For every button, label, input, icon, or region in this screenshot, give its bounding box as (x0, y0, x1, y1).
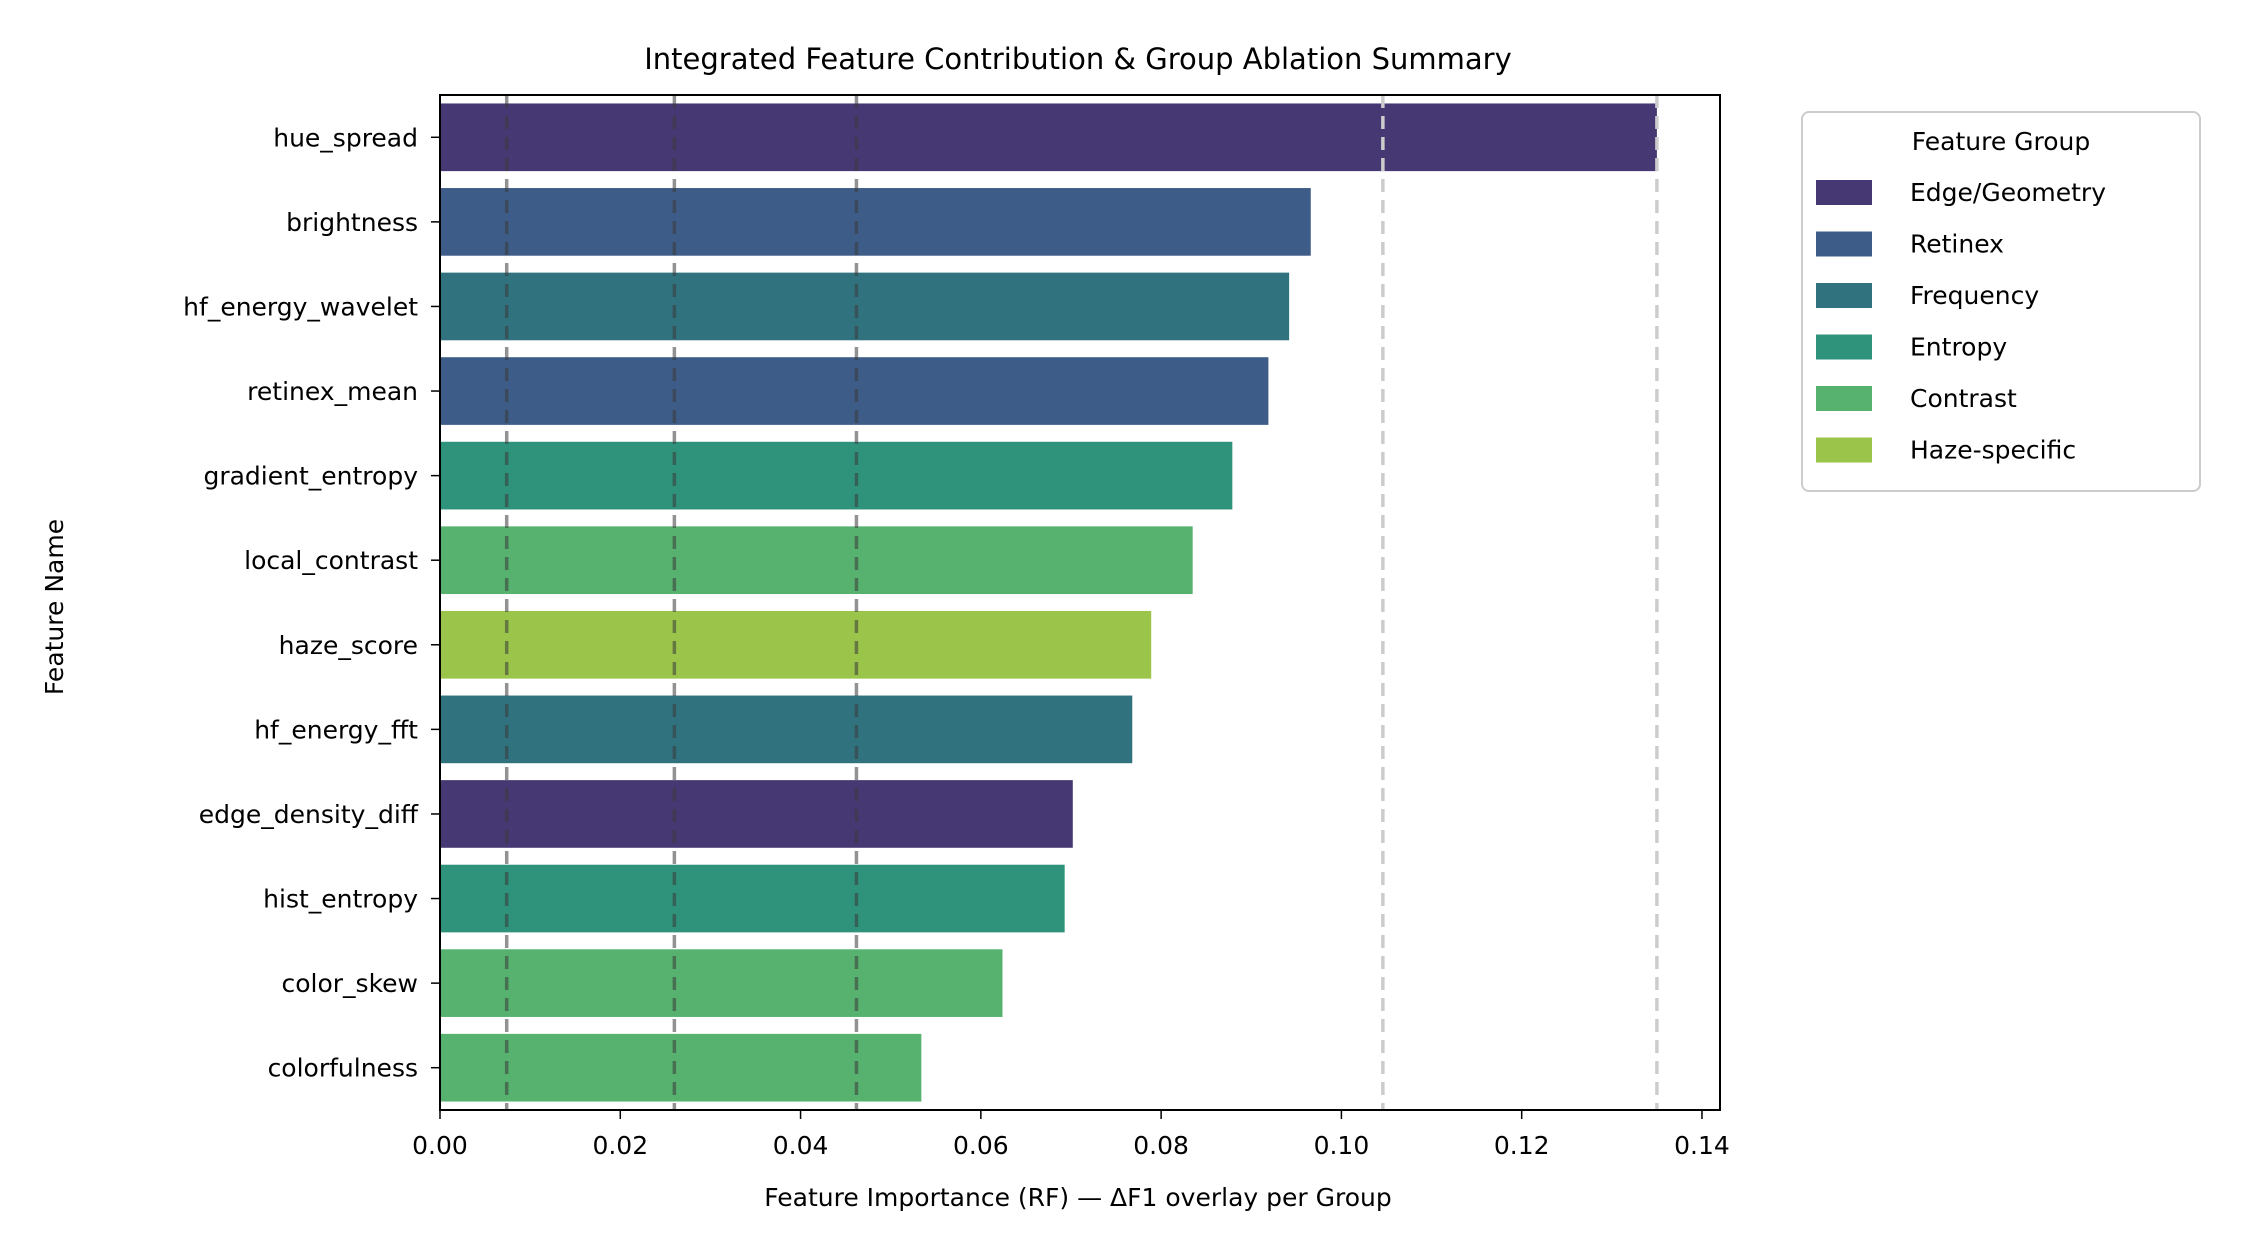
legend-title: Feature Group (1912, 127, 2091, 156)
y-tick-label: local_contrast (244, 546, 418, 575)
legend-swatch (1816, 231, 1872, 257)
legend-entry-label: Edge/Geometry (1910, 178, 2106, 207)
bar-hf_energy_wavelet (440, 272, 1290, 341)
legend-entry-label: Retinex (1910, 230, 2004, 259)
y-tick-label: hue_spread (273, 123, 418, 152)
bar-retinex_mean (440, 357, 1269, 425)
legend-swatch (1816, 386, 1872, 411)
legend-box (1801, 111, 2201, 492)
y-tick-label: edge_density_diff (199, 800, 419, 829)
legend-entry-label: Frequency (1910, 281, 2039, 310)
x-tick-label: 0.04 (773, 1131, 829, 1160)
plot-area: hue_spread brightness hf_energy_waveletret… (183, 94, 1730, 1160)
y-tick-label: haze_score (279, 631, 418, 660)
bar-local_contrast (440, 526, 1193, 595)
chart-title: Integrated Feature Contribution & Group … (644, 42, 1512, 76)
x-tick-label: 0.14 (1674, 1131, 1730, 1160)
plot-frame (439, 94, 1721, 1111)
legend-entry-label: Contrast (1910, 384, 2017, 413)
bar-color_skew (440, 949, 1003, 1017)
y-tick-label: hist_entropy (263, 885, 418, 914)
y-tick-label: colorfulness (268, 1054, 418, 1083)
bar-haze_score (440, 610, 1152, 679)
y-tick-label: retinex_mean (247, 377, 418, 406)
legend-swatch (1816, 283, 1872, 308)
y-axis-label: Feature Name (40, 519, 69, 695)
legend-entry-label: Entropy (1910, 333, 2007, 362)
legend: Feature Group Edge/Geometry Retinex Frequen… (1801, 111, 2201, 492)
legend-swatch (1816, 180, 1872, 205)
x-axis-label: Feature Importance (RF) — ΔF1 overlay pe… (764, 1183, 1391, 1212)
x-tick-label: 0.00 (412, 1131, 468, 1160)
x-tick-label: 0.02 (592, 1131, 648, 1160)
legend-swatch (1816, 334, 1872, 360)
y-tick-label: brightness (286, 208, 418, 237)
bar-colorfulness (440, 1033, 922, 1102)
bar-hist_entropy (440, 864, 1065, 933)
x-tick-label: 0.10 (1314, 1131, 1370, 1160)
x-tick-label: 0.06 (953, 1131, 1009, 1160)
y-tick-label: hf_energy_fft (254, 715, 418, 744)
y-tick-label: gradient_entropy (203, 462, 418, 491)
bar-hue_spread (440, 103, 1657, 172)
bar-edge_density_diff (440, 780, 1073, 848)
x-tick-label: 0.12 (1494, 1131, 1550, 1160)
legend-entry-label: Haze-specific (1910, 436, 2076, 465)
x-tick-label: 0.08 (1133, 1131, 1189, 1160)
bar-hf_energy_fft (440, 695, 1133, 764)
bar-brightness (440, 188, 1311, 256)
bar-gradient_entropy (440, 441, 1233, 510)
y-tick-label: color_skew (282, 969, 419, 998)
y-tick-label: hf_energy_wavelet (183, 292, 418, 321)
legend-swatch (1816, 437, 1872, 463)
